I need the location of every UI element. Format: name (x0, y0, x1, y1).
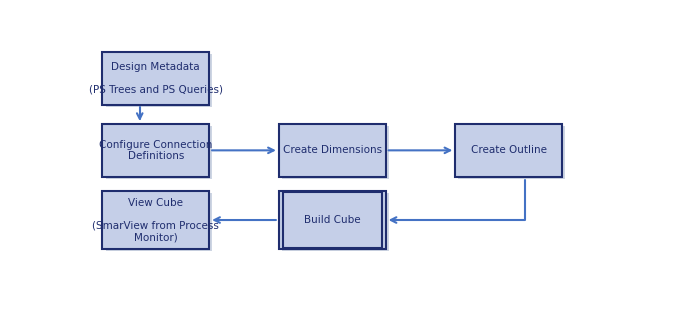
FancyBboxPatch shape (279, 124, 386, 177)
Text: Configure Connection
Definitions: Configure Connection Definitions (99, 139, 213, 161)
Text: Create Dimensions: Create Dimensions (283, 145, 382, 155)
FancyBboxPatch shape (282, 126, 389, 179)
FancyBboxPatch shape (458, 126, 565, 179)
FancyBboxPatch shape (102, 124, 209, 177)
Text: View Cube

(SmarView from Process
Monitor): View Cube (SmarView from Process Monitor… (92, 197, 219, 242)
FancyBboxPatch shape (106, 54, 213, 107)
FancyBboxPatch shape (102, 191, 209, 249)
FancyBboxPatch shape (102, 52, 209, 105)
Text: Create Outline: Create Outline (471, 145, 546, 155)
FancyBboxPatch shape (106, 126, 213, 179)
FancyBboxPatch shape (106, 193, 213, 251)
FancyBboxPatch shape (455, 124, 562, 177)
Text: Build Cube: Build Cube (304, 215, 361, 225)
FancyBboxPatch shape (279, 191, 386, 249)
Text: Design Metadata

(PS Trees and PS Queries): Design Metadata (PS Trees and PS Queries… (89, 62, 223, 95)
FancyBboxPatch shape (282, 193, 389, 251)
